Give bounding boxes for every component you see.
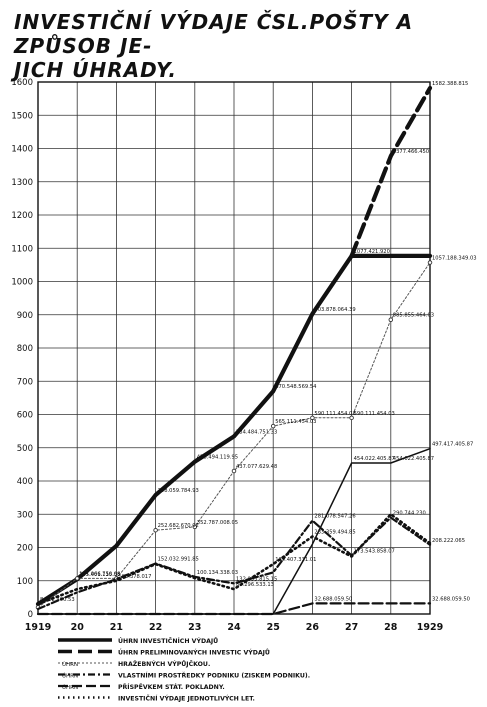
y-tick-label: 300 <box>17 510 33 520</box>
data-label: 105.401.115.55 <box>79 572 120 578</box>
legend-label: INVESTIČNÍ VÝDAJE JEDNOTLIVÝCH LET. <box>118 694 255 703</box>
data-label: 152.032.991.85 <box>158 556 199 562</box>
series-line <box>37 447 431 615</box>
series-7 <box>36 512 432 606</box>
data-label: 454.022.405.87 <box>393 456 434 462</box>
legend-label: PŘÍSPĚVKEM STÁT. POKLADNY. <box>118 682 225 691</box>
series-line <box>35 253 433 607</box>
data-point <box>310 415 315 421</box>
data-label: 1377.466.450 <box>393 149 429 155</box>
data-label: 100.134.338.03 <box>197 570 238 576</box>
data-label: 80.296.533.13 <box>236 582 274 588</box>
data-label: 565.111.454.03 <box>275 419 316 425</box>
data-label: 885.855.464.03 <box>393 313 434 319</box>
data-label: 590.111.454.03 <box>314 411 355 417</box>
y-tick-label: 400 <box>17 477 33 487</box>
data-label: 173.543.858.07 <box>354 548 395 554</box>
x-tick-label: 25 <box>267 622 280 633</box>
data-label: 132.033.815.15 <box>236 576 277 582</box>
x-tick-label: 27 <box>345 622 358 633</box>
legend-prefix: ÚHRN <box>62 684 78 691</box>
series-line <box>36 512 432 606</box>
data-point <box>231 468 237 474</box>
data-label: 32.688.059.50 <box>432 596 470 602</box>
data-label: 8.252.400.53 <box>40 597 75 603</box>
series-line <box>36 516 432 611</box>
data-point <box>270 423 276 429</box>
grid <box>37 81 431 615</box>
data-label: 135.407.331.01 <box>275 557 316 563</box>
series-2 <box>349 85 433 258</box>
y-tick-label: 1500 <box>11 111 33 121</box>
data-label: 1057.188.349.03 <box>432 256 477 262</box>
chart-title: INVESTIČNÍ VÝDAJE ČSL.POŠTY A ZPŮSOB JE-… <box>14 10 464 82</box>
data-point <box>349 415 354 421</box>
data-label: 1077.421.920 <box>354 249 390 255</box>
data-label: 32.688.059.50 <box>314 596 352 602</box>
legend-label: VLASTNÍMI PROSTŘEDKY PODNIKU (ZISKEM POD… <box>118 671 310 680</box>
x-tick-label: 22 <box>149 622 162 633</box>
data-point <box>388 317 394 322</box>
data-label: 103.378.017 <box>118 574 151 580</box>
legend-label: ÚHRN PRELIMINOVANÝCH INVESTIC VÝDAJŮ <box>118 648 270 657</box>
data-label: 497.417.405.87 <box>432 442 473 448</box>
data-label: 208.222.065 <box>432 538 465 544</box>
series-3 <box>35 260 433 610</box>
title-line-1: INVESTIČNÍ VÝDAJE ČSL.POŠTY A ZPŮSOB JE- <box>14 10 414 58</box>
data-label: 281.078.547.26 <box>314 514 355 520</box>
data-point <box>74 576 80 581</box>
x-tick-label: 1929 <box>417 622 443 633</box>
data-label: 454.022.405.87 <box>354 456 395 462</box>
legend-prefix: ÚHRN <box>62 661 78 668</box>
data-label: 252.682.670.02 <box>158 523 199 529</box>
y-tick-label: 1200 <box>11 211 33 221</box>
data-label: 670.548.569.54 <box>275 384 317 390</box>
series-line <box>349 85 433 258</box>
y-tick-label: 1100 <box>11 244 33 254</box>
data-label: 458.494.119.95 <box>197 455 238 461</box>
x-tick-label: 26 <box>306 622 320 633</box>
series-1 <box>35 253 433 607</box>
x-tick-label: 21 <box>110 622 123 633</box>
y-tick-label: 900 <box>17 311 33 321</box>
data-label: 590.111.454.03 <box>354 411 395 417</box>
legend-label: ÚHRN INVESTIČNÍCH VÝDAJŮ <box>118 636 218 645</box>
x-tick-label: 20 <box>71 622 85 633</box>
data-label: 352.787.008.05 <box>197 520 238 526</box>
y-tick-label: 1300 <box>11 178 33 188</box>
legend-prefix: ÚHRN <box>62 673 78 680</box>
series-6 <box>37 447 431 615</box>
series-4 <box>36 516 432 611</box>
data-label: 903.878.064.39 <box>314 307 355 313</box>
y-tick-label: 500 <box>17 444 33 454</box>
legend: ÚHRN INVESTIČNÍCH VÝDAJŮ ÚHRN PRELIMINOVA… <box>58 636 310 703</box>
data-label: 534.484.751.33 <box>236 429 277 435</box>
y-tick-label: 200 <box>17 544 33 554</box>
data-label: 290.744.230 <box>393 511 426 517</box>
data-label: 437.077.629.48 <box>236 464 277 470</box>
legend-label: HRAŽEBNÝCH VÝPŮJČKOU. <box>118 659 210 668</box>
title-line-2: JICH ÚHRADY. <box>14 58 177 82</box>
y-tick-label: 800 <box>17 344 33 354</box>
data-point <box>153 527 158 533</box>
data-label: 107.066.750.08 <box>79 571 120 577</box>
x-tick-label: 23 <box>188 622 201 633</box>
y-tick-label: 1000 <box>11 278 33 288</box>
y-tick-label: 700 <box>17 377 33 387</box>
x-tick-label: 24 <box>227 622 241 633</box>
data-point <box>192 524 198 530</box>
y-tick-label: 600 <box>17 411 33 421</box>
data-label: 233.359.494.85 <box>314 530 355 536</box>
data-label: 1582.388.815 <box>432 81 468 87</box>
x-tick-label: 28 <box>384 622 398 633</box>
x-tick-label: 1919 <box>25 622 51 633</box>
y-tick-label: 1400 <box>11 145 33 155</box>
y-tick-label: 1600 <box>11 78 33 88</box>
data-point <box>427 260 433 265</box>
y-tick-label: 0 <box>28 610 33 620</box>
y-tick-label: 100 <box>17 577 33 587</box>
data-label: 358.059.784.93 <box>158 488 199 494</box>
